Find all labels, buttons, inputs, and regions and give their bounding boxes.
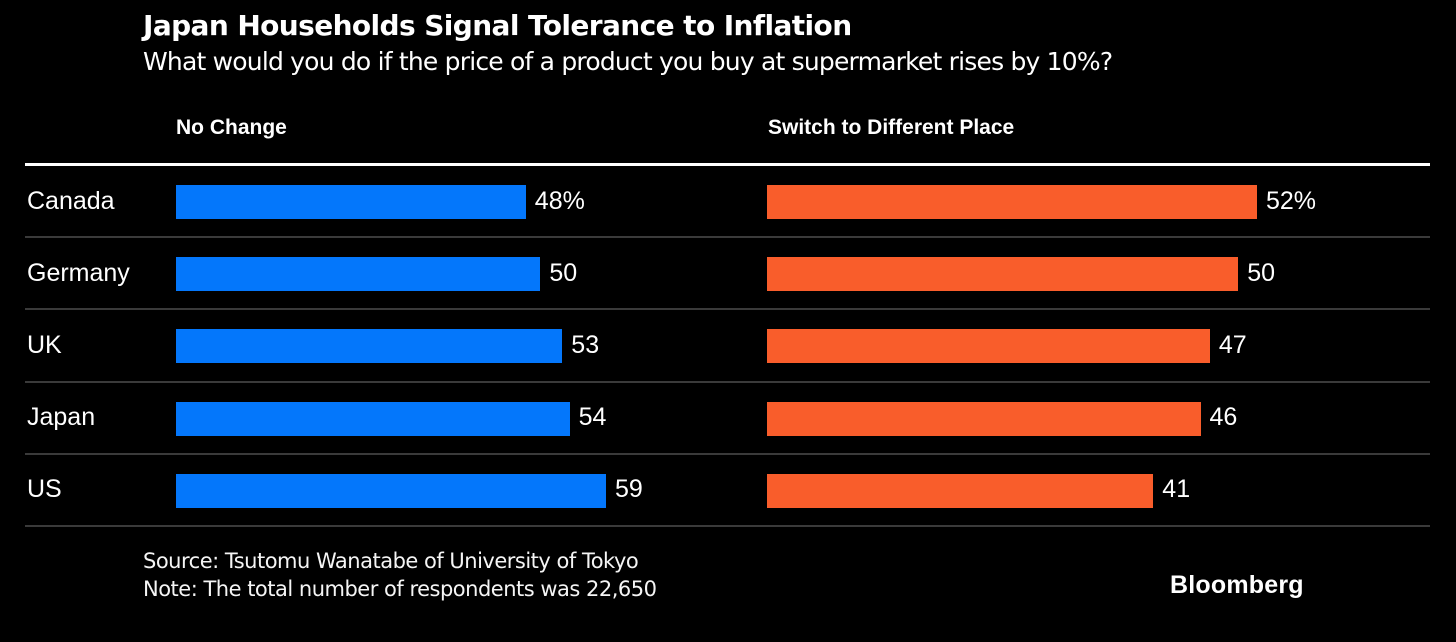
bar-no-change [176, 257, 541, 292]
bar-switch [767, 329, 1210, 364]
table-row: Germany 50 50 [25, 238, 1430, 311]
bar-value-switch: 47 [1218, 330, 1247, 359]
source-text: Source: Tsutomu Wanatabe of University o… [143, 549, 639, 573]
bar-value-switch: 41 [1162, 475, 1191, 504]
bloomberg-logo: Bloomberg [1170, 571, 1304, 599]
category-label: US [27, 475, 62, 504]
bar-value-switch: 50 [1247, 258, 1275, 287]
category-label: UK [27, 330, 62, 359]
bar-value-no-change: 48% [534, 186, 585, 215]
bar-value-switch: 52% [1266, 186, 1317, 215]
bar-value-no-change: 59 [615, 475, 643, 504]
category-label: Germany [27, 258, 130, 287]
note-text: Note: The total number of respondents wa… [143, 577, 657, 601]
bar-switch [767, 257, 1239, 292]
column-header-switch: Switch to Different Place [768, 116, 1015, 139]
chart-title: Japan Households Signal Tolerance to Inf… [143, 9, 852, 42]
table-row: UK 53 47 [25, 310, 1430, 383]
chart-subtitle: What would you do if the price of a prod… [143, 47, 1113, 76]
bar-value-no-change: 54 [578, 403, 607, 432]
category-label: Japan [27, 403, 96, 432]
bar-switch [767, 185, 1257, 219]
bar-switch [767, 473, 1154, 508]
bar-no-change [176, 185, 526, 219]
bar-no-change [176, 473, 606, 508]
table-row: US 59 41 [25, 455, 1430, 527]
bar-value-no-change: 53 [571, 330, 600, 359]
header-rule [25, 163, 1430, 166]
bar-value-switch: 46 [1209, 403, 1238, 432]
bar-switch [767, 401, 1201, 436]
bar-no-change [176, 329, 563, 364]
bar-value-no-change: 50 [549, 258, 578, 287]
category-label: Canada [27, 186, 115, 215]
column-header-no-change: No Change [176, 116, 287, 139]
bar-no-change [176, 401, 570, 436]
chart-rows: Canada 48% 52% Germany 50 50 UK 53 47 Japan 54 46 US… [25, 166, 1430, 527]
table-row: Japan 54 46 [25, 383, 1430, 455]
table-row: Canada 48% 52% [25, 166, 1430, 239]
